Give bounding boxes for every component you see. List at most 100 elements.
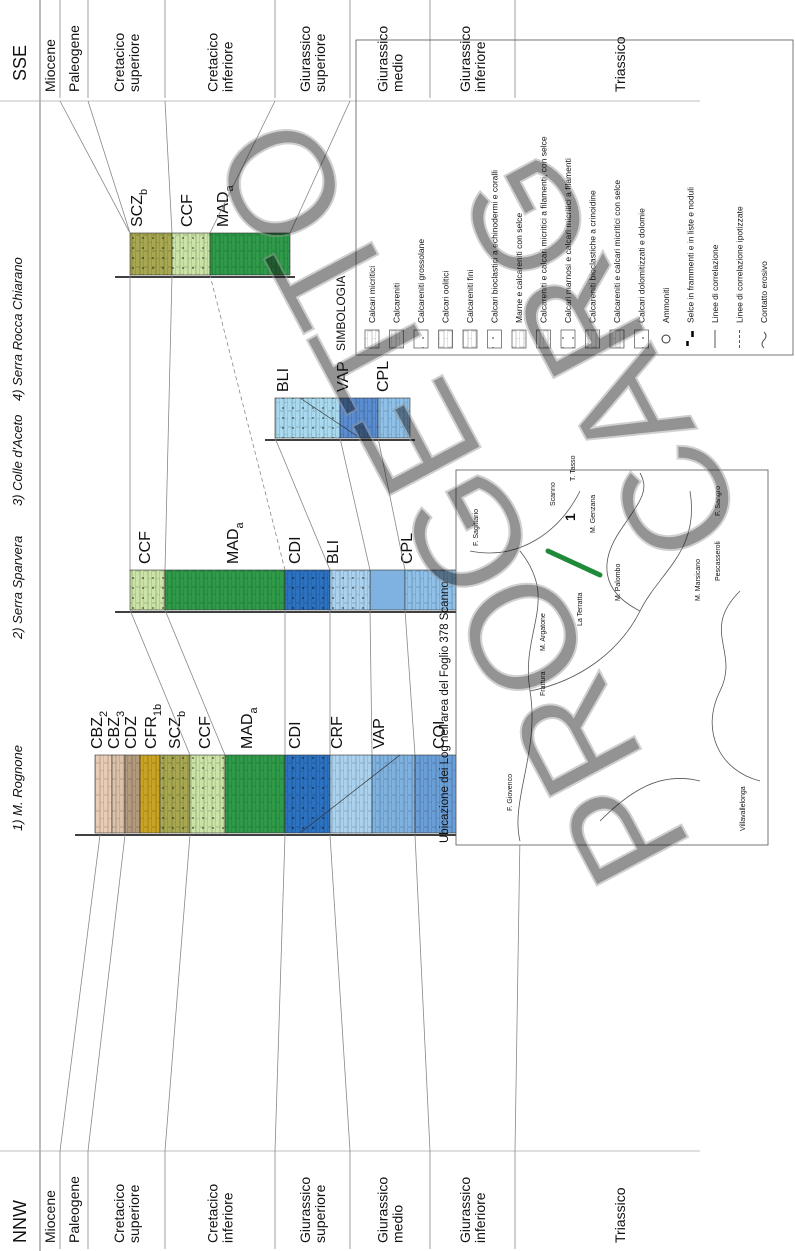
unit-texture [378, 398, 410, 438]
legend-item: Calcari micritici [367, 266, 377, 323]
unit-code: CPL [375, 361, 392, 392]
legend-item: Calcari marnosi e calcari micritici a fi… [563, 158, 573, 323]
log-title: 4) Serra Rocca Chiarano [10, 257, 25, 401]
map-place: F. Sagittario [473, 509, 480, 546]
unit-label: CCF [137, 531, 154, 564]
unit-label: MADa [239, 706, 260, 749]
unit-label: CCF [179, 194, 196, 227]
legend-symbol [761, 331, 767, 349]
era-label: Cretacico [111, 33, 127, 92]
unit-code: MAD [215, 191, 232, 227]
era-label: Cretacico [205, 33, 221, 92]
map-place: F. Giovenco [507, 774, 514, 811]
unit-subscript: 1b [152, 704, 164, 716]
map-title: Ubicazione dei Log nell'area del Foglio … [439, 581, 451, 843]
legend-swatch-texture [438, 330, 453, 348]
correlation-line [87, 100, 131, 234]
era-label: inferiore [472, 1192, 488, 1243]
unit-subscript: b [138, 189, 150, 195]
legend-item: Calcareniti e calcari micritici con selc… [612, 180, 622, 323]
legend-swatch-texture [585, 330, 600, 348]
legend-swatch-texture [414, 330, 428, 348]
era-label: superiore [312, 33, 328, 92]
unit-code: CBZ [89, 717, 106, 749]
unit-label: CRF [329, 716, 346, 749]
unit-code: MAD [225, 528, 242, 564]
unit-label: CPL [399, 533, 416, 564]
legend-item: Marne e calcareniti con selce [514, 213, 524, 323]
unit-texture [125, 755, 140, 833]
era-label: Giurassico [375, 1177, 391, 1243]
unit-subscript: 2 [98, 711, 110, 717]
era-label: Triassico [612, 36, 628, 92]
unit-label: CDI [287, 536, 304, 564]
unit-code: CDZ [123, 716, 140, 749]
unit-code: SCZ [167, 717, 184, 749]
correlation-line [59, 834, 101, 1152]
era-label: superiore [126, 33, 142, 92]
legend-swatch-texture [536, 330, 551, 348]
orientation-right: SSE [10, 45, 30, 81]
unit-code: COI [431, 721, 448, 749]
legend-swatch-texture [634, 330, 649, 348]
facies-contact [299, 397, 361, 439]
unit-code: SCZ [129, 195, 146, 227]
unit-texture [330, 755, 372, 833]
legend-symbol [661, 334, 671, 344]
legend-item: Calcari bioclastici a echinodermi e cora… [490, 170, 500, 323]
legend-item: Calcareniti bioclastiche a crinoidine [588, 190, 598, 323]
correlation-line [274, 834, 286, 1152]
unit-code: CDI [287, 721, 304, 749]
legend-title: SIMBOLOGIA [334, 276, 348, 351]
legend-item: Calcareniti [392, 283, 402, 323]
unit-texture [140, 755, 160, 833]
era-label: Cretacico [111, 1184, 127, 1243]
correlation-line [339, 437, 371, 571]
legend-item: Contatto erosivo [759, 261, 769, 323]
log-title: 2) Serra Sparvera [10, 536, 25, 640]
era-label: superiore [312, 1184, 328, 1243]
unit-label: BLI [325, 540, 342, 564]
unit-subscript: b [176, 711, 188, 717]
unit-subscript: a [234, 521, 246, 528]
unit-dots [160, 755, 190, 833]
unit-label: CFR1b [143, 704, 164, 749]
unit-label: CDI [287, 721, 304, 749]
unit-code: BLI [275, 368, 292, 392]
unit-dots [130, 233, 172, 275]
legend-swatch-texture [463, 330, 477, 348]
orientation-left: NNW [10, 1200, 30, 1243]
legend-item: Calcareniti grossolane [416, 239, 426, 323]
legend-item: Linee di correlazione ipotizzate [735, 206, 745, 323]
legend-frame [355, 39, 794, 356]
unit-dots [130, 570, 165, 610]
correlation-line [209, 100, 276, 234]
river [469, 490, 581, 554]
era-label: Miocene [42, 39, 58, 92]
era-label: Giurassico [297, 1177, 313, 1243]
era-label: Giurassico [297, 26, 313, 92]
unit-texture [405, 570, 460, 610]
legend-item: Selce in frammenti e in liste e noduli [686, 187, 696, 323]
unit-code: MAD [239, 713, 256, 749]
map-place: Pescasseroli [715, 541, 722, 581]
correlation-line [59, 100, 131, 234]
unit-dots [285, 755, 330, 833]
era-label: Giurassico [457, 1177, 473, 1243]
map-place: M. Argatone [540, 613, 547, 651]
map-place: M. Palombo [615, 564, 622, 601]
legend-item: Calcari oolitici [441, 270, 451, 323]
unit-label: CPL [375, 361, 392, 392]
correlation-line [129, 609, 191, 756]
era-label: Cretacico [205, 1184, 221, 1243]
unit-label: SCZb [129, 189, 150, 227]
legend-item: Calcareniti e calcari micritici a filame… [539, 136, 549, 323]
unit-code: CBZ [106, 717, 123, 749]
facies-contact [299, 754, 401, 834]
legend-symbol [686, 331, 694, 346]
unit-texture [95, 755, 112, 833]
unit-label: MADa [225, 521, 246, 564]
legend-item: Linee di correlazione [710, 244, 720, 323]
unit-code: BLI [325, 540, 342, 564]
map-frame [455, 469, 769, 846]
